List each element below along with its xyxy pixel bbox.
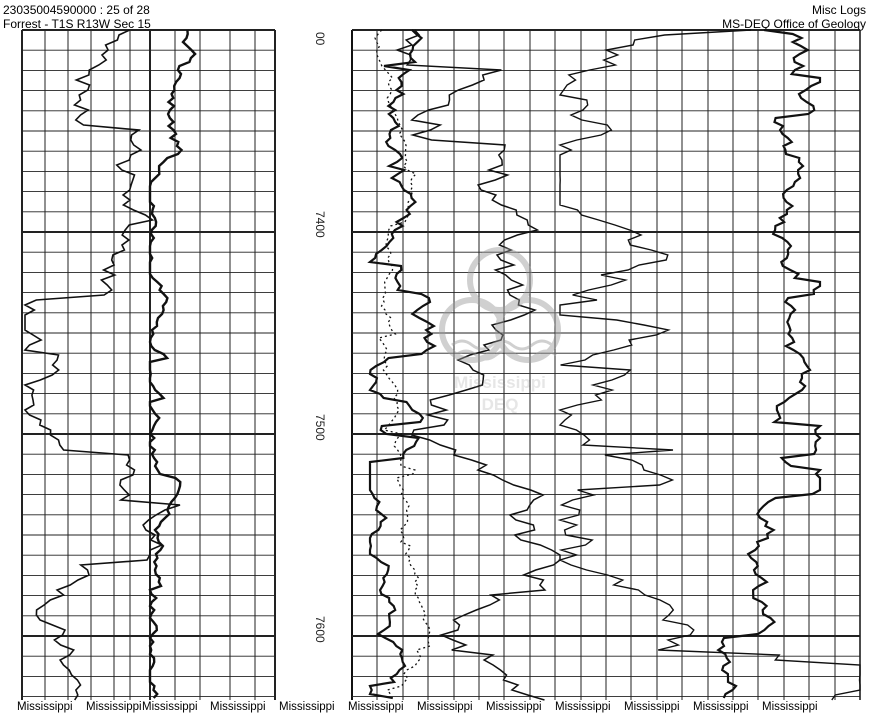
log-curve xyxy=(367,29,437,700)
footer-strip: Mississippi Mississippi Mississippi Miss… xyxy=(0,700,872,715)
log-type: Misc Logs xyxy=(811,3,866,17)
footer-label: Mississippi xyxy=(17,701,73,713)
depth-track: 00 7400 7500 7600 xyxy=(313,32,327,643)
footer-label: Mississippi xyxy=(417,701,473,713)
well-location: Forrest - T1S R13W Sec 15 xyxy=(3,17,151,31)
footer-label: Mississippi xyxy=(555,701,611,713)
agency-name: MS-DEQ Office of Geology xyxy=(722,17,866,31)
log-curves xyxy=(23,28,861,701)
log-curve xyxy=(148,29,197,699)
watermark-line1: Mississippi xyxy=(454,373,546,392)
depth-label-7500: 7500 xyxy=(313,414,327,441)
footer-label: Mississippi xyxy=(693,701,749,713)
log-curve xyxy=(557,29,861,701)
depth-label-7600: 7600 xyxy=(313,616,327,643)
log-curve xyxy=(716,28,823,699)
record-id: 23035004590000 : 25 of 28 xyxy=(3,3,150,17)
deq-watermark-logo: Mississippi DEQ xyxy=(439,247,561,414)
footer-label: Mississippi xyxy=(279,701,335,713)
log-grid xyxy=(21,29,861,700)
log-curve xyxy=(374,29,431,699)
footer-label: Mississippi xyxy=(486,701,542,713)
footer-label: Mississippi xyxy=(210,701,266,713)
footer-label: Mississippi xyxy=(86,701,142,713)
footer-label: Mississippi xyxy=(142,701,198,713)
watermark-line2: DEQ xyxy=(482,395,519,414)
log-curve xyxy=(23,29,181,701)
footer-label: Mississippi xyxy=(762,701,818,713)
log-curve xyxy=(394,29,561,701)
depth-label-00: 00 xyxy=(313,32,327,46)
footer-label: Mississippi xyxy=(348,701,404,713)
footer-label: Mississippi xyxy=(624,701,680,713)
depth-label-7400: 7400 xyxy=(313,211,327,238)
